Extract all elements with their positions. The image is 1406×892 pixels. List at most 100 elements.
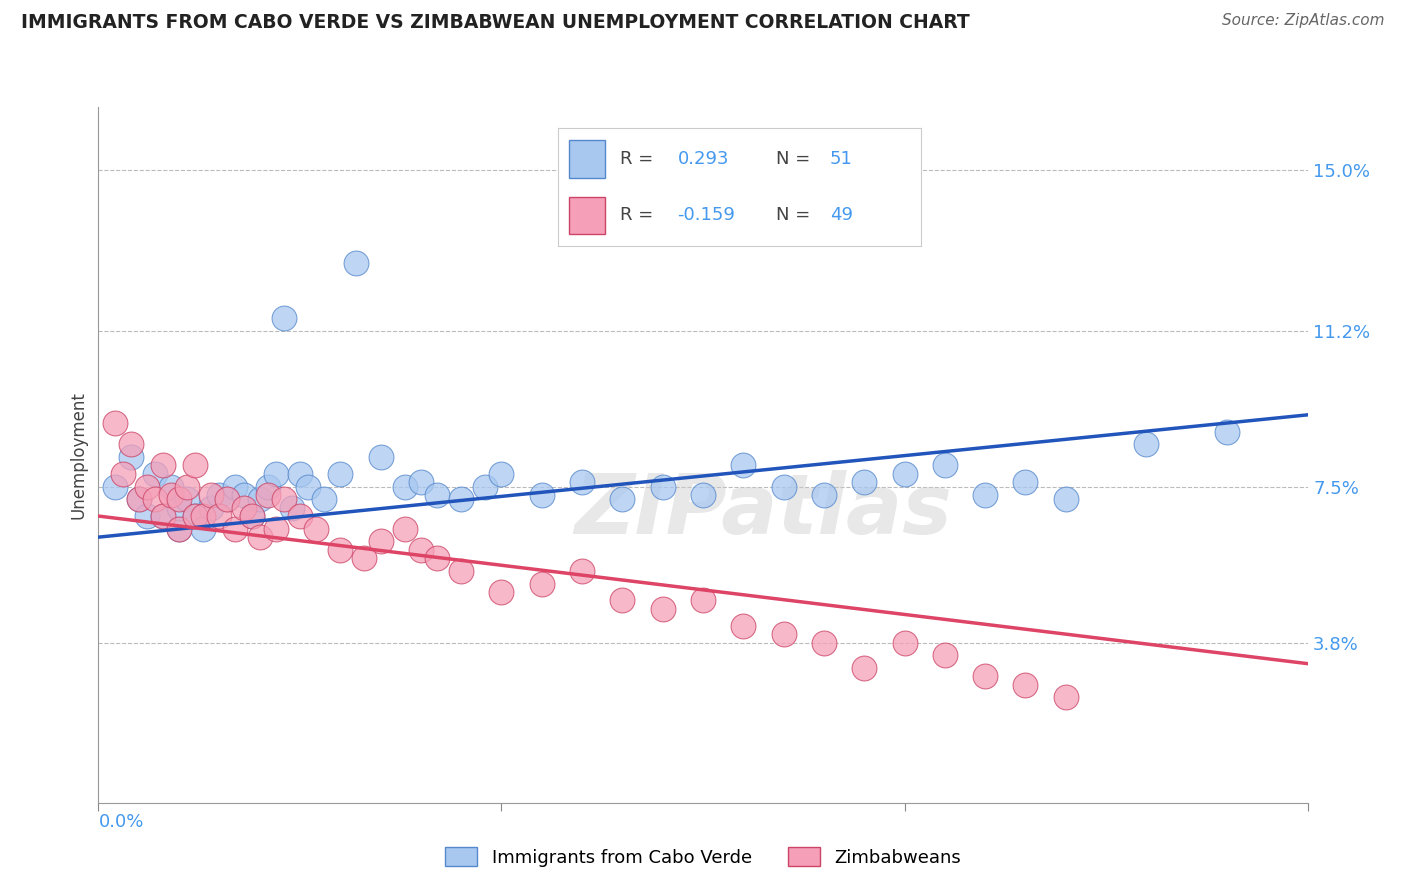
Point <box>893 467 915 481</box>
Point <box>409 475 432 490</box>
Point <box>370 534 392 549</box>
Point <box>1135 437 1157 451</box>
Point <box>353 551 375 566</box>
Point <box>651 479 673 493</box>
Point <box>329 467 352 481</box>
Legend: Immigrants from Cabo Verde, Zimbabweans: Immigrants from Cabo Verde, Zimbabweans <box>437 840 969 874</box>
Point <box>135 509 157 524</box>
Point <box>143 467 166 481</box>
Point <box>256 488 278 502</box>
Point <box>772 627 794 641</box>
Point <box>249 530 271 544</box>
Point <box>160 479 183 493</box>
Point <box>176 479 198 493</box>
Point <box>281 500 304 515</box>
Point <box>571 564 593 578</box>
Point <box>167 492 190 507</box>
Text: Source: ZipAtlas.com: Source: ZipAtlas.com <box>1222 13 1385 29</box>
Point <box>232 488 254 502</box>
Point <box>853 475 876 490</box>
Point <box>692 488 714 502</box>
Point <box>208 488 231 502</box>
Point <box>200 500 222 515</box>
Point <box>256 479 278 493</box>
Point <box>193 509 215 524</box>
Y-axis label: Unemployment: Unemployment <box>69 391 87 519</box>
Point <box>135 479 157 493</box>
Point <box>450 492 472 507</box>
Point <box>1054 492 1077 507</box>
Point <box>974 669 997 683</box>
Point <box>217 492 239 507</box>
Point <box>651 602 673 616</box>
Point <box>450 564 472 578</box>
Point <box>111 467 134 481</box>
Point <box>184 509 207 524</box>
Point <box>733 618 755 632</box>
Point <box>167 522 190 536</box>
Point <box>224 479 246 493</box>
Point <box>1014 475 1036 490</box>
Point <box>120 437 142 451</box>
Point <box>344 256 367 270</box>
Point <box>1054 690 1077 705</box>
Point <box>249 492 271 507</box>
Point <box>297 479 319 493</box>
Point <box>152 509 174 524</box>
Point <box>612 492 634 507</box>
Point <box>394 479 416 493</box>
Point <box>1014 678 1036 692</box>
Point <box>184 509 207 524</box>
Point <box>273 310 295 325</box>
Point <box>893 635 915 649</box>
Text: ZIPatlas: ZIPatlas <box>575 470 952 551</box>
Point <box>426 488 449 502</box>
Point <box>934 458 956 473</box>
Text: 0.0%: 0.0% <box>98 814 143 831</box>
Point <box>128 492 150 507</box>
Point <box>193 522 215 536</box>
Point <box>167 500 190 515</box>
Point <box>103 417 125 431</box>
Point <box>394 522 416 536</box>
Point <box>305 522 328 536</box>
Point <box>152 509 174 524</box>
Point <box>329 542 352 557</box>
Point <box>288 467 311 481</box>
Point <box>120 450 142 464</box>
Text: IMMIGRANTS FROM CABO VERDE VS ZIMBABWEAN UNEMPLOYMENT CORRELATION CHART: IMMIGRANTS FROM CABO VERDE VS ZIMBABWEAN… <box>21 13 970 32</box>
Point <box>974 488 997 502</box>
Point <box>288 509 311 524</box>
Point <box>813 488 835 502</box>
Point <box>143 492 166 507</box>
Point <box>224 522 246 536</box>
Point <box>184 458 207 473</box>
Point <box>208 509 231 524</box>
Point <box>103 479 125 493</box>
Point <box>152 458 174 473</box>
Point <box>571 475 593 490</box>
Point <box>176 492 198 507</box>
Point <box>426 551 449 566</box>
Point <box>240 509 263 524</box>
Point <box>491 467 513 481</box>
Point <box>264 467 287 481</box>
Point <box>474 479 496 493</box>
Point <box>273 492 295 507</box>
Point <box>530 576 553 591</box>
Point <box>128 492 150 507</box>
Point <box>264 522 287 536</box>
Point <box>853 661 876 675</box>
Point <box>530 488 553 502</box>
Point <box>813 635 835 649</box>
Point <box>232 500 254 515</box>
Point <box>491 585 513 599</box>
Point <box>409 542 432 557</box>
Point <box>240 509 263 524</box>
Point <box>733 458 755 473</box>
Point <box>370 450 392 464</box>
Point <box>934 648 956 663</box>
Point <box>200 488 222 502</box>
Point <box>692 593 714 607</box>
Point <box>314 492 336 507</box>
